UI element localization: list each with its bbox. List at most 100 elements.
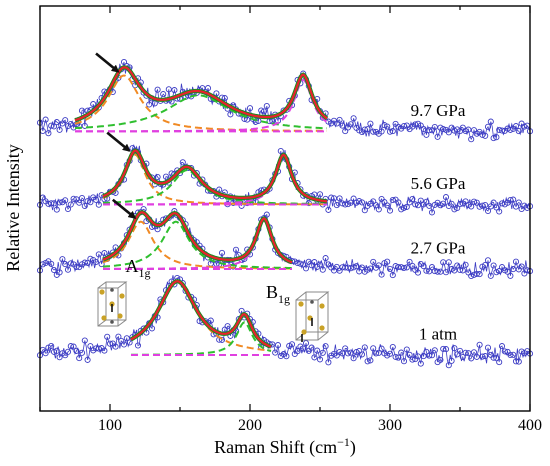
data-point-5-6-gpa	[67, 201, 74, 208]
data-point-1-atm	[67, 343, 74, 350]
data-point-5-6-gpa	[64, 205, 72, 213]
data-point-1-atm	[342, 345, 349, 352]
data-point-2-7-gpa	[67, 260, 74, 267]
data-point-9-7-gpa	[45, 130, 52, 137]
data-point-9-7-gpa	[154, 86, 161, 93]
data-point-9-7-gpa	[487, 118, 494, 125]
envelope-fit-9-7-gpa	[74, 65, 329, 123]
mode-label-b1g: B1g	[266, 282, 290, 306]
data-point-1-atm	[395, 354, 402, 361]
data-point-9-7-gpa	[81, 122, 88, 129]
data-point-2-7-gpa	[56, 269, 63, 276]
peak-fit-2-7-gpa-1	[102, 220, 292, 270]
data-point-1-atm	[123, 335, 130, 342]
y-axis-title: Relative Intensity	[3, 144, 23, 271]
x-tick-label: 400	[518, 417, 542, 434]
data-point-1-atm	[112, 343, 119, 350]
data-point-2-7-gpa	[73, 263, 80, 270]
data-point-1-atm	[73, 347, 80, 354]
data-point-9-7-gpa	[465, 126, 472, 133]
data-point-9-7-gpa	[204, 85, 212, 92]
data-point-1-atm	[462, 349, 469, 356]
data-point-9-7-gpa	[42, 116, 49, 123]
data-point-2-7-gpa	[87, 255, 94, 262]
data-point-9-7-gpa	[62, 117, 69, 124]
data-point-2-7-gpa	[518, 263, 525, 270]
data-point-1-atm	[370, 345, 377, 352]
data-point-2-7-gpa	[319, 266, 326, 273]
data-point-5-6-gpa	[507, 196, 514, 204]
data-point-1-atm	[48, 342, 55, 350]
data-point-1-atm	[428, 352, 436, 359]
data-point-2-7-gpa	[507, 272, 514, 279]
data-point-2-7-gpa	[484, 257, 492, 264]
data-point-1-atm	[308, 344, 315, 351]
data-point-9-7-gpa	[498, 127, 506, 134]
data-point-1-atm	[456, 347, 464, 354]
data-point-2-7-gpa	[50, 266, 58, 274]
data-point-5-6-gpa	[95, 201, 102, 208]
data-point-5-6-gpa	[70, 195, 77, 202]
data-point-1-atm	[406, 351, 413, 358]
data-point-2-7-gpa	[347, 265, 354, 272]
data-point-5-6-gpa	[76, 199, 83, 206]
total-fit-5-6-gpa	[102, 149, 328, 203]
data-point-2-7-gpa	[230, 263, 237, 270]
data-point-9-7-gpa	[479, 131, 486, 138]
data-point-9-7-gpa	[490, 135, 497, 142]
data-point-5-6-gpa	[498, 200, 506, 207]
data-point-1-atm	[409, 356, 416, 363]
data-point-9-7-gpa	[389, 128, 396, 135]
data-point-5-6-gpa	[510, 196, 517, 203]
data-point-5-6-gpa	[484, 207, 492, 215]
data-point-9-7-gpa	[361, 126, 368, 133]
data-point-5-6-gpa	[479, 202, 486, 209]
total-fit-1-atm	[130, 280, 272, 348]
data-point-2-7-gpa	[392, 263, 399, 270]
data-point-2-7-gpa	[493, 269, 500, 276]
data-point-1-atm	[512, 358, 520, 365]
data-point-1-atm	[322, 343, 329, 350]
data-point-9-7-gpa	[521, 123, 528, 130]
data-point-1-atm	[510, 351, 517, 358]
data-point-2-7-gpa	[59, 256, 66, 263]
total-fit-9-7-gpa	[74, 66, 328, 122]
data-point-1-atm	[445, 362, 452, 369]
data-point-2-7-gpa	[364, 266, 371, 273]
data-point-5-6-gpa	[48, 200, 55, 207]
data-point-1-atm	[476, 341, 483, 348]
data-point-1-atm	[493, 355, 500, 362]
crystal-structure-icon-left	[97, 281, 128, 327]
data-point-1-atm	[115, 333, 122, 340]
data-point-2-7-gpa	[297, 260, 304, 267]
data-point-9-7-gpa	[484, 123, 492, 130]
data-point-1-atm	[325, 359, 332, 366]
mode-label-a1g: A1g	[126, 256, 151, 280]
data-point-9-7-gpa	[260, 108, 268, 115]
data-point-2-7-gpa	[389, 272, 396, 279]
data-point-5-6-gpa	[515, 199, 522, 206]
data-point-9-7-gpa	[384, 123, 391, 130]
data-point-9-7-gpa	[515, 128, 522, 135]
data-point-2-7-gpa	[423, 267, 430, 274]
data-point-1-atm	[501, 348, 508, 355]
data-point-1-atm	[361, 344, 368, 351]
data-point-1-atm	[274, 342, 282, 349]
data-point-2-7-gpa	[403, 264, 410, 271]
data-point-5-6-gpa	[328, 194, 335, 201]
data-point-1-atm	[372, 350, 380, 357]
pressure-label-2-7-gpa: 2.7 GPa	[411, 239, 466, 258]
data-point-5-6-gpa	[350, 195, 357, 202]
data-point-1-atm	[224, 323, 231, 330]
data-point-5-6-gpa	[468, 203, 475, 210]
arrow-icon	[95, 52, 120, 73]
data-point-5-6-gpa	[512, 203, 520, 210]
data-point-2-7-gpa	[504, 268, 511, 275]
data-point-1-atm	[218, 336, 226, 343]
data-point-1-atm	[87, 343, 94, 350]
data-point-9-7-gpa	[423, 131, 430, 138]
data-point-2-7-gpa	[232, 246, 240, 253]
data-point-5-6-gpa	[50, 200, 58, 207]
data-point-9-7-gpa	[56, 126, 63, 133]
data-point-1-atm	[64, 348, 72, 355]
